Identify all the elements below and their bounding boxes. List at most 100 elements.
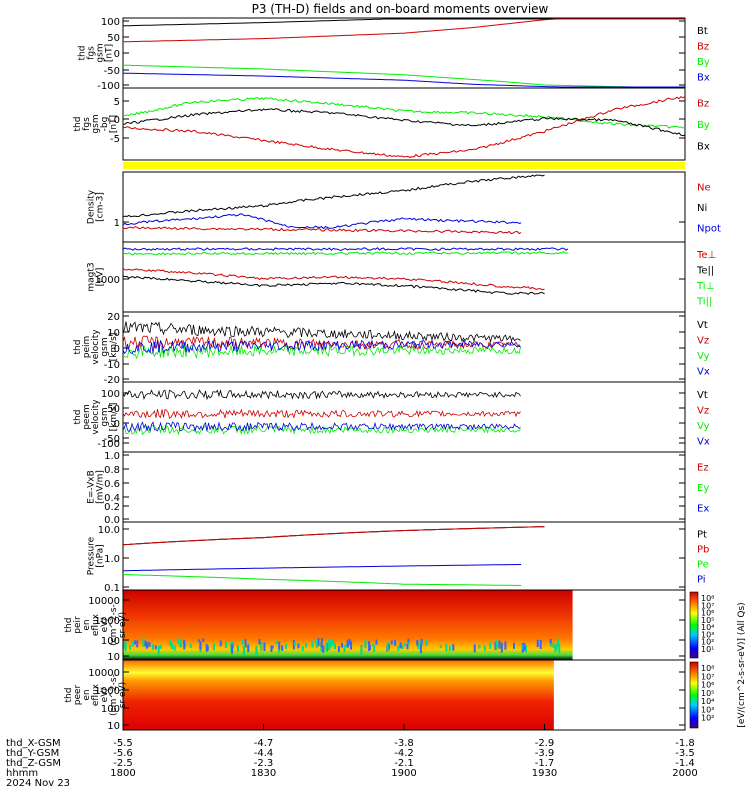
spectrogram-pixel bbox=[145, 643, 148, 649]
series-temp-Ti⊥ bbox=[122, 275, 545, 296]
series-peem_vel-Vt bbox=[122, 389, 521, 401]
spectrogram-pixel bbox=[183, 640, 186, 644]
spectrogram-pixel bbox=[157, 645, 160, 655]
y-tick-label: 0.2 bbox=[104, 502, 120, 513]
y-axis-label-line: en bbox=[82, 619, 92, 630]
spectrogram-pixel bbox=[198, 639, 201, 643]
y-tick-label: 100 bbox=[101, 389, 120, 400]
y-tick-label: 1000 bbox=[95, 275, 120, 286]
series-fgs-Bt bbox=[123, 18, 685, 27]
spectrogram-pixel bbox=[171, 642, 174, 650]
y-axis-label-line: gsm bbox=[100, 337, 110, 356]
y-axis-label: thd peim velocity gsm [km/s] bbox=[73, 329, 119, 365]
time-axis: 1800 1830 1900 1930 2000 thd_X-GSM -5.5 -4.7 -3.… bbox=[6, 724, 698, 789]
spectrogram-pixel bbox=[242, 645, 245, 656]
series-peim_vel-Vt bbox=[122, 321, 521, 344]
ephemeris-label: thd_Z-GSM bbox=[6, 758, 61, 769]
spectrogram-pixel bbox=[372, 643, 375, 647]
y-axis-label-line: peir bbox=[73, 616, 83, 634]
panel-pressure: 10.0 1.0 0.1 Pressure [nPa] Pt Pb Pe Pi bbox=[87, 521, 709, 594]
legend-Te||: Te|| bbox=[696, 265, 714, 276]
data-quality-bar bbox=[123, 162, 685, 169]
series-temp-Ti|| bbox=[122, 251, 568, 256]
spectrogram-pixel bbox=[416, 639, 419, 646]
spectrogram-pixel bbox=[260, 641, 263, 651]
spectrogram-pixel bbox=[549, 638, 552, 645]
y-axis-label-line: eflux bbox=[91, 683, 101, 706]
spectrogram-pixel bbox=[332, 639, 335, 645]
spectrogram-pixel bbox=[555, 643, 558, 651]
y-tick-label: 10 bbox=[107, 721, 120, 732]
legend-Te⊥: Te⊥ bbox=[696, 250, 716, 261]
spectrogram-pixel bbox=[345, 643, 348, 648]
ephemeris-value: -5.5 bbox=[113, 738, 133, 749]
series-density-Npot bbox=[122, 213, 522, 230]
y-axis-label-line: peim bbox=[82, 336, 92, 359]
spectrogram-pixel bbox=[489, 641, 492, 649]
date-label: 2024 Nov 23 bbox=[6, 778, 70, 789]
spectrogram-pixel bbox=[397, 645, 400, 651]
ephemeris-value: -2.9 bbox=[535, 738, 555, 749]
y-tick-label: 0 bbox=[114, 344, 120, 355]
y-axis-label-line: thd bbox=[73, 410, 83, 425]
spectrogram-pixel bbox=[550, 643, 553, 647]
spectrogram-pixel bbox=[206, 645, 209, 651]
spectrogram-pixel bbox=[311, 640, 314, 648]
spectrogram-pixel bbox=[348, 638, 351, 646]
spectrogram-pixel bbox=[219, 640, 222, 647]
series-density-Ne bbox=[122, 226, 522, 235]
legend-Vy: Vy bbox=[697, 351, 710, 362]
series-peem_vel-Vz bbox=[122, 408, 521, 419]
y-tick-label: 100 bbox=[101, 636, 120, 647]
spectrogram-pixel bbox=[536, 639, 539, 648]
legend-Pi: Pi bbox=[697, 575, 706, 586]
y-tick-label: 50 bbox=[107, 33, 120, 44]
series-peem_vel-Vy bbox=[122, 424, 521, 436]
y-axis-label-line: thd bbox=[64, 688, 74, 703]
colorbar bbox=[689, 591, 699, 659]
y-tick-label: 0 bbox=[114, 115, 120, 126]
ephemeris-value: -4.4 bbox=[254, 748, 274, 759]
y-tick-label: -5 bbox=[110, 134, 120, 145]
y-axis-label: thd fgs gsm -bg [nT] bbox=[73, 114, 119, 133]
ephemeris-value: -4.7 bbox=[254, 738, 274, 749]
colorbar-tick-label: 10⁴ bbox=[701, 623, 714, 632]
y-axis-label-line: [nPa] bbox=[96, 544, 106, 567]
spectrogram-pixel bbox=[199, 641, 202, 650]
ephemeris-value: -1.8 bbox=[675, 738, 695, 749]
spectrogram-pixel bbox=[394, 639, 397, 646]
spectrogram-pixel bbox=[180, 639, 183, 648]
spectrogram-pixel bbox=[189, 643, 192, 648]
y-axis-label-line: [mV/m] bbox=[96, 470, 106, 504]
y-axis-label-line: magt3 bbox=[87, 262, 97, 291]
y-tick-label: 100 bbox=[101, 17, 120, 28]
panel-peem_vel: 100 50 0 -50-100 thd peem velocity gsm [km/s] Vt V… bbox=[73, 381, 710, 453]
y-axis-label-line: (cm^2-s- bbox=[109, 604, 119, 646]
spectrogram-pixel bbox=[142, 638, 145, 647]
y-tick-label: -50 bbox=[104, 66, 120, 77]
y-tick-label: 10000 bbox=[88, 596, 120, 607]
legend-Vz: Vz bbox=[697, 405, 709, 416]
legend-Vt: Vt bbox=[697, 320, 708, 331]
legend-Ni: Ni bbox=[697, 203, 707, 214]
y-axis-label-line: sr-eV) bbox=[118, 682, 128, 708]
y-axis-label-line: thd bbox=[78, 46, 88, 61]
panel-peer_spec: 10000 1000 100 10 thd peer en eflux eV/(cm^2-s-s… bbox=[64, 659, 686, 732]
spectrogram-pixel bbox=[350, 641, 353, 650]
spectrogram-pixel bbox=[255, 645, 258, 656]
spectrogram-pixel bbox=[328, 638, 331, 646]
spectrogram-pixel bbox=[124, 641, 127, 651]
x-tick-label: 1830 bbox=[251, 768, 276, 779]
y-tick-label: 1000 bbox=[95, 686, 120, 697]
spectrogram-pixel bbox=[275, 640, 278, 645]
spectrogram-pixel bbox=[173, 645, 176, 651]
y-axis-label-line: gsm bbox=[100, 407, 110, 426]
ephemeris-label: hhmm bbox=[6, 768, 38, 779]
y-axis-label-line: -bg bbox=[100, 117, 110, 132]
y-axis-label-line: peer bbox=[73, 684, 83, 705]
colorbar-tick-label: 10² bbox=[701, 714, 714, 723]
series-pressure-Pb bbox=[122, 526, 545, 546]
y-axis-label-line: [nT] bbox=[105, 44, 115, 62]
spectrogram-pixel bbox=[123, 642, 126, 649]
